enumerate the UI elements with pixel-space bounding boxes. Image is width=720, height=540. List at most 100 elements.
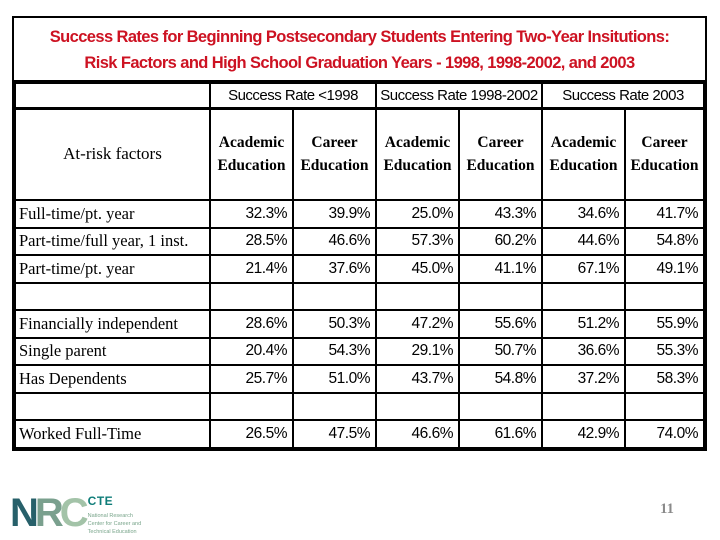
table-row: Full-time/pt. year 32.3% 39.9% 25.0% 43.… (14, 199, 705, 229)
row-label: Part-time/pt. year (14, 254, 211, 284)
cell-value: 54.8% (624, 226, 705, 256)
cell-value: 54.3% (292, 336, 377, 366)
cell-value: 46.6% (292, 226, 377, 256)
cell-value: 21.4% (209, 254, 294, 284)
cell-value: 43.3% (457, 199, 544, 229)
cell-value: 50.7% (457, 336, 544, 366)
cell-value: 60.2% (457, 226, 544, 256)
cell-value (292, 391, 377, 421)
table-row: Financially independent 28.6% 50.3% 47.2… (14, 309, 705, 339)
cell-value: 45.0% (375, 254, 460, 284)
table-row: Single parent 20.4% 54.3% 29.1% 50.7% 36… (14, 336, 705, 366)
row-label: Part-time/full year, 1 inst. (14, 226, 211, 256)
column-header-row: At-risk factors Academic Education Caree… (14, 107, 705, 201)
cell-value: 34.6% (541, 199, 627, 229)
tagline-line-2: Center for Career and (87, 520, 142, 527)
title-line-1: Success Rates for Beginning Postsecondar… (49, 27, 670, 46)
logo-letter-r: R (34, 491, 64, 535)
cell-value: 42.9% (541, 419, 627, 449)
logo-letter-n: N (10, 491, 39, 535)
cell-value: 29.1% (375, 336, 460, 366)
cte-label: CTE (87, 494, 114, 508)
success-rates-table: Success Rate <1998 Success Rate 1998-200… (14, 82, 705, 449)
cell-value: 39.9% (292, 199, 377, 229)
row-label: Has Dependents (14, 364, 211, 394)
table-row: Part-time/full year, 1 inst. 28.5% 46.6%… (14, 226, 705, 256)
cell-value (292, 281, 377, 311)
title-line-2: Risk Factors and High School Graduation … (84, 53, 635, 72)
cell-value: 46.6% (375, 419, 460, 449)
cell-value (209, 281, 294, 311)
logo-tagline: National Research Center for Career and … (88, 513, 142, 537)
spacer-row (14, 391, 705, 421)
cell-value (541, 391, 627, 421)
row-label (14, 391, 211, 421)
cell-value: 51.0% (292, 364, 377, 394)
group-header-1998-2002: Success Rate 1998-2002 (374, 82, 544, 110)
page-number: 11 (660, 501, 674, 517)
row-label: Full-time/pt. year (14, 199, 211, 229)
table-title: Success Rates for Beginning Postsecondar… (14, 18, 705, 82)
cell-value: 28.6% (209, 309, 294, 339)
cell-value: 32.3% (209, 199, 294, 229)
cell-value: 55.6% (457, 309, 544, 339)
group-header-2003: Success Rate 2003 (541, 82, 705, 110)
cell-value: 41.1% (457, 254, 544, 284)
col-header-academic-3: Academic Education (541, 107, 627, 201)
col-header-academic-1: Academic Education (209, 107, 294, 201)
cell-value: 47.5% (292, 419, 377, 449)
col-header-career-3: Career Education (624, 107, 705, 201)
row-label: Single parent (14, 336, 211, 366)
cell-value: 67.1% (541, 254, 627, 284)
cell-value: 49.1% (624, 254, 705, 284)
cell-value (624, 281, 705, 311)
cell-value (375, 391, 460, 421)
cell-value: 44.6% (541, 226, 627, 256)
group-header-row: Success Rate <1998 Success Rate 1998-200… (14, 82, 705, 110)
row-label (14, 281, 211, 311)
cell-value (375, 281, 460, 311)
cell-value: 57.3% (375, 226, 460, 256)
tagline-line-3: Technical Education (87, 528, 137, 535)
row-label: Financially independent (14, 309, 211, 339)
cell-value (541, 281, 627, 311)
nrc-logo-letters: NRC (10, 491, 89, 535)
cell-value: 50.3% (292, 309, 377, 339)
nrc-cte-logo: NRC CTE National Research Center for Car… (10, 491, 142, 537)
cell-value: 51.2% (541, 309, 627, 339)
cell-value: 25.0% (375, 199, 460, 229)
at-risk-factors-header: At-risk factors (14, 107, 211, 201)
cell-value: 54.8% (457, 364, 544, 394)
cell-value: 36.6% (541, 336, 627, 366)
cell-value: 58.3% (624, 364, 705, 394)
cell-value: 25.7% (209, 364, 294, 394)
row-label: Worked Full-Time (14, 419, 211, 449)
col-header-academic-2: Academic Education (375, 107, 460, 201)
group-header-pre-1998: Success Rate <1998 (209, 82, 377, 110)
cell-value: 74.0% (624, 419, 705, 449)
cell-value: 55.9% (624, 309, 705, 339)
cell-value: 28.5% (209, 226, 294, 256)
cell-value: 20.4% (209, 336, 294, 366)
table-row: Has Dependents 25.7% 51.0% 43.7% 54.8% 3… (14, 364, 705, 394)
logo-letter-c: C (59, 491, 89, 535)
cell-value: 37.2% (541, 364, 627, 394)
table-row: Part-time/pt. year 21.4% 37.6% 45.0% 41.… (14, 254, 705, 284)
cell-value (624, 391, 705, 421)
cell-value: 55.3% (624, 336, 705, 366)
cell-value (457, 391, 544, 421)
corner-cell (14, 82, 211, 110)
cell-value: 41.7% (624, 199, 705, 229)
cell-value: 61.6% (457, 419, 544, 449)
spacer-row (14, 281, 705, 311)
col-header-career-2: Career Education (457, 107, 544, 201)
cell-value (209, 391, 294, 421)
cell-value: 43.7% (375, 364, 460, 394)
cell-value: 37.6% (292, 254, 377, 284)
cell-value (457, 281, 544, 311)
cell-value: 47.2% (375, 309, 460, 339)
logo-text-block: CTE National Research Center for Career … (88, 494, 142, 537)
tagline-line-1: National Research (87, 513, 133, 519)
success-rates-table-frame: Success Rates for Beginning Postsecondar… (12, 16, 707, 451)
